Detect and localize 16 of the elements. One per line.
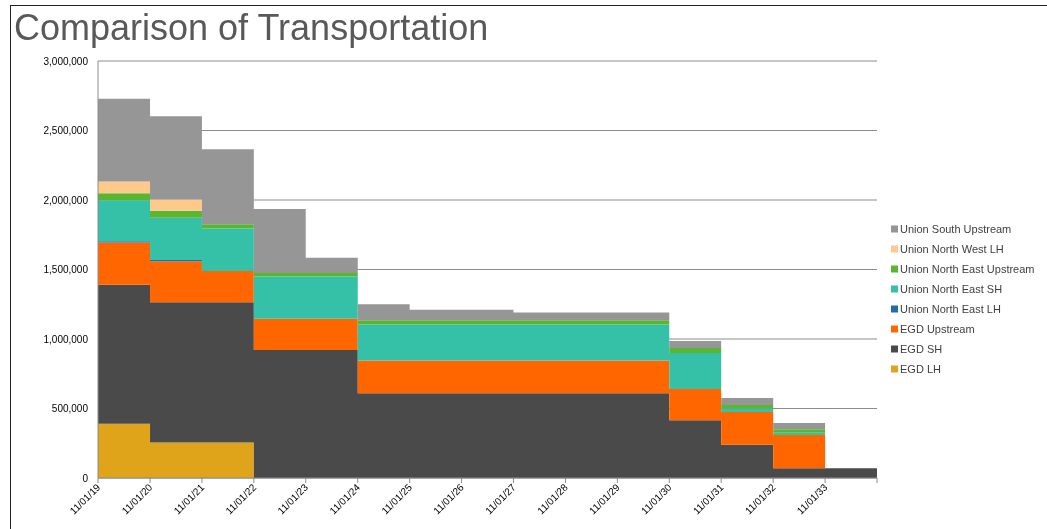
legend-label: Union North East SH [900,283,1003,296]
legend-label: Union North East Upstream [900,263,1035,276]
y-tick-label: 2,500,000 [43,125,89,136]
chart-title: Comparison of Transportation [14,7,489,48]
legend-label: EGD SH [900,343,943,356]
y-tick-label: 1,000,000 [43,333,89,345]
y-tick-label: 500,000 [51,403,89,414]
legend-label: EGD Upstream [900,323,975,336]
y-tick-label: 0 [82,472,89,484]
legend-label: Union North East LH [900,303,1001,316]
y-tick-label: 2,000,000 [43,194,89,206]
y-tick-label: 3,000,000 [43,55,89,67]
legend-label: Union South Upstream [900,223,1012,236]
legend-label: Union North West LH [900,243,1004,256]
legend-label: EGD LH [900,363,942,376]
y-tick-label: 1,500,000 [43,264,89,275]
